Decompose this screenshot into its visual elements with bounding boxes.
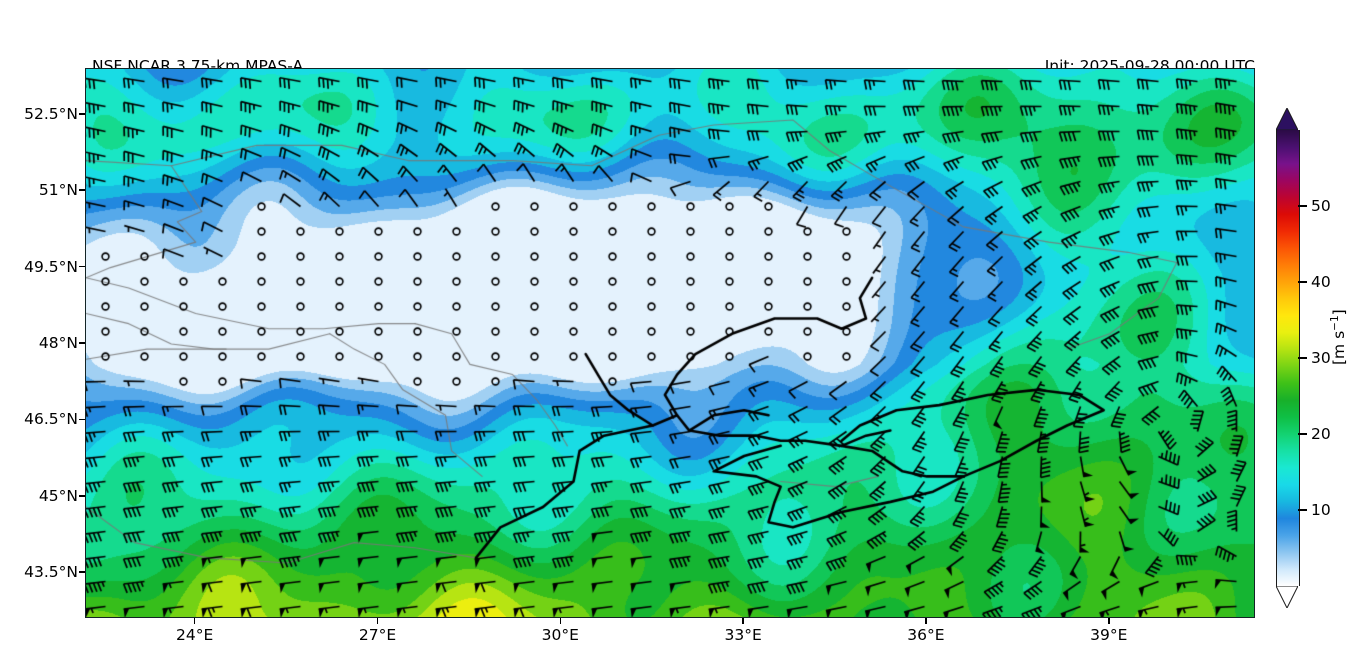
wind-speed-field-canvas — [86, 69, 1254, 617]
latitude-tick-mark — [79, 571, 85, 573]
longitude-tick-mark — [376, 618, 379, 624]
colorbar-tick-mark — [1298, 509, 1307, 511]
colorbar-gradient — [1276, 130, 1300, 586]
colorbar-tick-label: 40 — [1311, 273, 1331, 291]
longitude-tick-mark — [193, 618, 196, 624]
colorbar-tick-mark — [1298, 357, 1307, 359]
latitude-tick-label: 48°N — [38, 334, 78, 352]
colorbar-tick-label: 20 — [1311, 425, 1331, 443]
longitude-tick-mark — [559, 618, 562, 624]
colorbar-tick-mark — [1298, 433, 1307, 435]
colorbar-over-arrow — [1276, 108, 1298, 130]
colorbar-tick-label: 30 — [1311, 349, 1331, 367]
latitude-tick-mark — [79, 342, 85, 344]
colorbar-unit-label: [m s−1] — [1328, 309, 1348, 365]
longitude-tick-label: 30°E — [541, 626, 579, 644]
colorbar-tick-label: 50 — [1311, 197, 1331, 215]
latitude-tick-mark — [79, 418, 85, 421]
longitude-tick-label: 24°E — [176, 626, 214, 644]
colorbar-under-arrow — [1276, 586, 1298, 608]
latitude-tick-mark — [79, 113, 85, 115]
longitude-tick-label: 36°E — [907, 626, 945, 644]
latitude-tick-label: 45°N — [38, 486, 78, 505]
latitude-tick-label: 46.5°N — [24, 410, 78, 429]
colorbar — [1276, 108, 1300, 608]
latitude-tick-mark — [79, 494, 85, 497]
latitude-tick-mark — [79, 265, 85, 268]
latitude-tick-label: 52.5°N — [24, 104, 78, 123]
longitude-tick-mark — [1107, 618, 1110, 624]
longitude-tick-mark — [925, 618, 927, 624]
latitude-tick-label: 51°N — [38, 181, 78, 200]
colorbar-tick-label: 10 — [1311, 501, 1331, 519]
map-plot-area — [85, 68, 1255, 618]
latitude-tick-label: 43.5°N — [24, 563, 78, 582]
colorbar-tick-mark — [1298, 205, 1307, 207]
latitude-tick-label: 49.5°N — [24, 257, 78, 276]
latitude-tick-mark — [79, 189, 85, 192]
longitude-tick-label: 39°E — [1090, 626, 1128, 644]
longitude-tick-mark — [742, 618, 744, 624]
longitude-tick-label: 27°E — [358, 626, 397, 644]
longitude-tick-label: 33°E — [724, 626, 762, 644]
colorbar-tick-mark — [1298, 281, 1307, 283]
